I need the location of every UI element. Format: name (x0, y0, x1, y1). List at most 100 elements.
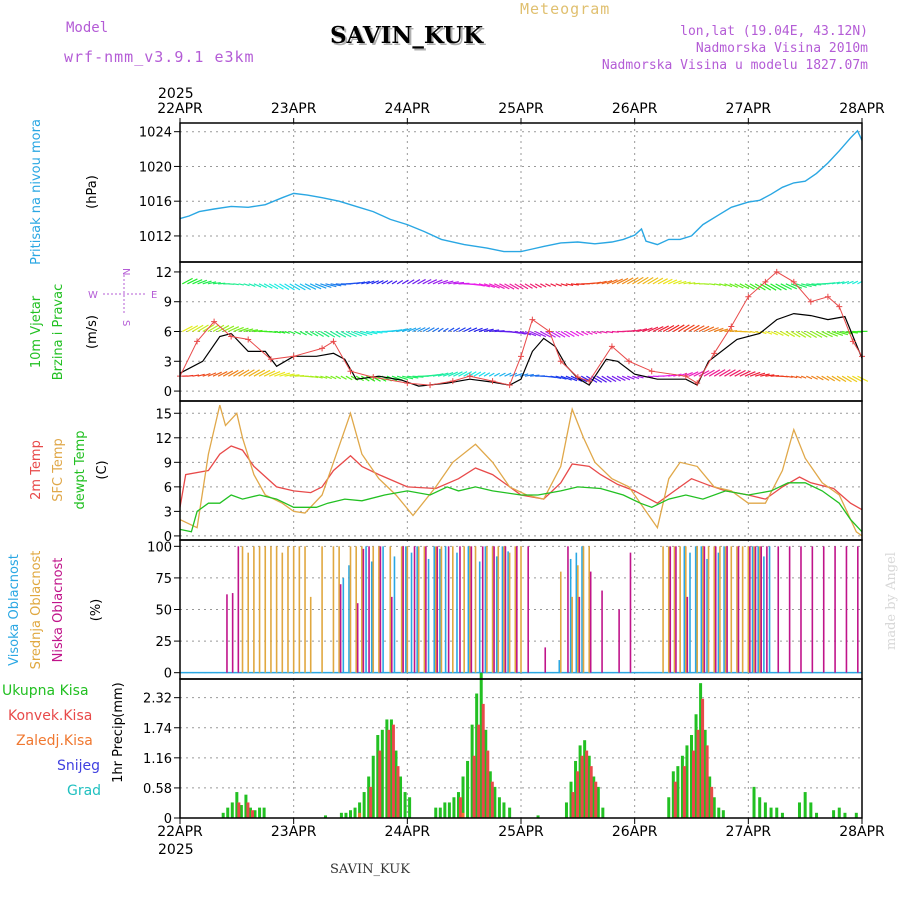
wind-barb (442, 327, 449, 333)
wind-barb (693, 282, 700, 285)
precip-bar-0 (569, 781, 573, 818)
wind-barb (274, 371, 286, 377)
wind-barb (499, 283, 510, 290)
wind-barb (724, 369, 736, 377)
wind-barb (315, 283, 327, 289)
precip-bar-0 (497, 797, 501, 818)
precip-bar-1 (396, 766, 400, 818)
wind-barb (565, 330, 575, 338)
wind-barb (678, 280, 687, 285)
wind-barb (442, 280, 454, 285)
wind-barb (811, 283, 822, 286)
wind-barb (800, 375, 807, 379)
wind-barb (621, 277, 634, 285)
precip-bar-1 (486, 750, 490, 818)
wind-barb (637, 328, 648, 333)
wind-barb (565, 283, 574, 287)
wind-barb (192, 279, 203, 285)
precip-bar-0 (508, 807, 512, 818)
precip-bar-0 (438, 807, 442, 818)
wind-barb (719, 328, 729, 333)
wind-barb (448, 371, 459, 377)
wind-barb (320, 375, 328, 379)
precip-bar-0 (376, 735, 380, 818)
wind-barb (540, 330, 552, 338)
precip-bar-0 (854, 812, 858, 818)
wind-barb (473, 283, 485, 287)
wind-gust-marker (228, 333, 235, 340)
wind-gust-marker (694, 380, 701, 387)
wind-barb (657, 325, 669, 333)
wind-barb (765, 283, 777, 291)
precip-bar-0 (596, 786, 600, 818)
y-tick-label: 1.74 (143, 722, 172, 737)
wind-barb (253, 369, 266, 377)
wind-barb (396, 279, 404, 285)
wind-barb (299, 330, 307, 336)
wind-barb (187, 278, 198, 285)
wind-barb (243, 283, 250, 287)
wind-gust-marker (773, 268, 780, 275)
precip-bar-1 (477, 724, 481, 818)
wind-barb (780, 283, 792, 290)
wind-barb (371, 280, 380, 285)
wind-barb (217, 370, 228, 377)
wind-barb (279, 372, 291, 377)
wind-barb (453, 371, 463, 377)
wind-barb (284, 373, 295, 377)
wind-barb (366, 280, 375, 285)
wind-gust-marker (711, 350, 718, 357)
wind-barb (396, 375, 408, 381)
wind-barb (309, 283, 322, 290)
wind-barb (744, 371, 756, 377)
y-tick-label: 1012 (139, 230, 172, 245)
precip-legend-2: Zaledj.Kisa (16, 733, 93, 749)
wind-gust-marker (849, 338, 856, 345)
wind-barb (238, 283, 244, 286)
precip-bar-0 (339, 812, 343, 818)
wind-barb (734, 283, 744, 289)
wind-barb (790, 375, 798, 379)
wind-gust-marker (546, 328, 553, 335)
precip-bar-0 (323, 815, 327, 818)
wind-barb (729, 369, 741, 377)
wind-barb (632, 276, 644, 285)
wind-barb (315, 375, 323, 379)
wind-barb (616, 375, 626, 381)
wind-barb (826, 375, 836, 382)
wind-barb (192, 374, 200, 377)
pressure-unit: (hPa) (85, 175, 100, 209)
wind-barb (806, 330, 817, 339)
precip-bar-0 (564, 802, 568, 818)
precip-bar-0 (484, 729, 488, 818)
wind-barb (274, 330, 281, 334)
wind-barb (212, 282, 221, 285)
wind-barb (488, 372, 495, 377)
wind-barb (202, 373, 211, 377)
wind-barb (309, 330, 319, 337)
wind-barb (458, 327, 466, 333)
wind-barb (248, 329, 258, 333)
wind-barb (222, 370, 234, 377)
wind-barb (724, 283, 733, 288)
y-tick-label: 3 (164, 505, 172, 520)
wind-barb (299, 283, 311, 291)
wind-barb (586, 330, 593, 335)
bottom-day-label: 26APR (612, 824, 658, 840)
wind-barb (606, 375, 617, 383)
wind-barb (545, 283, 551, 287)
precip-bar-1 (458, 797, 462, 818)
wind-barb (504, 372, 512, 377)
wind-barb (703, 326, 715, 333)
wind-barb (729, 329, 738, 333)
wind-barb (555, 283, 562, 287)
precip-bar-0 (780, 812, 784, 818)
top-day-label: 22APR (157, 101, 203, 117)
precip-bar-0 (708, 776, 712, 818)
y-tick-label: 0 (164, 385, 172, 400)
wind-barb (785, 375, 793, 378)
compass-w: W (88, 290, 98, 301)
precip-bar-0 (380, 729, 384, 818)
wind-barb (310, 375, 319, 379)
precip-bar-0 (671, 771, 675, 818)
